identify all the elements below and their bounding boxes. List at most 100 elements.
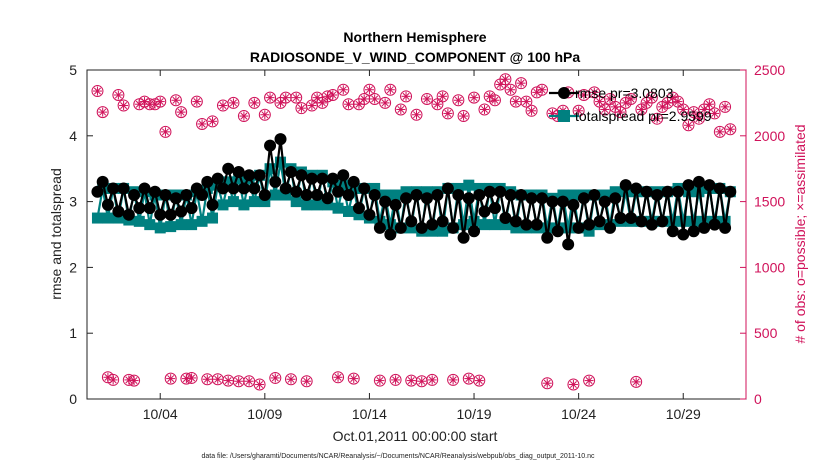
totalspread-point — [369, 182, 381, 194]
totalspread-point — [583, 225, 595, 237]
possible-obs-point — [264, 91, 277, 104]
possible-obs-point — [237, 110, 250, 123]
rmse-point — [556, 195, 569, 208]
possible-obs-point — [452, 94, 465, 107]
possible-obs-point — [373, 374, 386, 387]
rmse-point — [724, 185, 737, 198]
possible-obs-point — [645, 91, 658, 104]
totalspread-point — [91, 212, 103, 224]
assimilated-obs-point — [391, 375, 401, 385]
rmse-point — [143, 202, 156, 215]
possible-obs-point — [426, 373, 439, 386]
assimilated-obs-point — [197, 119, 207, 129]
rmse-point — [201, 175, 214, 188]
assimilated-obs-point — [469, 93, 479, 103]
totalspread-point — [468, 215, 480, 227]
assimilated-obs-point — [385, 85, 395, 95]
possible-obs-point — [724, 123, 737, 136]
chart-title: Northern Hemisphere — [343, 29, 486, 45]
assimilated-obs-point — [668, 93, 678, 103]
possible-obs-point — [525, 104, 538, 117]
totalspread-point — [348, 182, 360, 194]
assimilated-obs-point — [359, 94, 369, 104]
rmse-point — [515, 189, 528, 202]
totalspread-point — [510, 222, 522, 234]
possible-obs-point — [290, 91, 303, 104]
totalspread-point — [562, 222, 574, 234]
rmse-point — [661, 185, 674, 198]
totalspread-point — [97, 182, 109, 194]
totalspread-point — [677, 215, 689, 227]
assimilated-obs-point — [595, 97, 605, 107]
y-right-tick-label: 1500 — [754, 194, 785, 210]
rmse-point — [462, 192, 475, 205]
possible-obs-point — [232, 375, 245, 388]
assimilated-obs-point — [286, 374, 296, 384]
assimilated-obs-point — [704, 99, 714, 109]
totalspread-point — [343, 205, 355, 217]
assimilated-obs-point — [459, 111, 469, 121]
assimilated-obs-point — [626, 94, 636, 104]
x-tick-label: 10/24 — [561, 406, 596, 422]
assimilated-obs-point — [511, 97, 521, 107]
rmse-point — [536, 192, 549, 205]
totalspread-point — [405, 222, 417, 234]
possible-obs-point — [457, 110, 470, 123]
rmse-point — [488, 202, 501, 215]
assimilated-obs-point — [615, 107, 625, 117]
totalspread-point — [144, 219, 156, 231]
rmse-point — [363, 208, 376, 221]
assimilated-obs-point — [260, 110, 270, 120]
rmse-point — [635, 215, 648, 228]
assimilated-obs-point — [98, 107, 108, 117]
rmse-point — [494, 185, 507, 198]
rmse-point — [530, 218, 543, 231]
possible-obs-point — [692, 112, 705, 125]
assimilated-obs-point — [228, 98, 238, 108]
totalspread-point — [165, 221, 177, 233]
possible-obs-point — [300, 375, 313, 388]
possible-obs-point — [222, 374, 235, 387]
assimilated-obs-point — [647, 93, 657, 103]
totalspread-point — [175, 219, 187, 231]
rmse-point — [342, 189, 355, 202]
rmse-point — [169, 192, 182, 205]
possible-obs-point — [651, 112, 664, 125]
totalspread-point — [238, 199, 250, 211]
assimilated-obs-point — [176, 107, 186, 117]
rmse-point — [577, 192, 590, 205]
rmse-point — [264, 139, 277, 152]
possible-obs-point — [201, 373, 214, 386]
rmse-point — [185, 202, 198, 215]
rmse-point — [431, 189, 444, 202]
assimilated-obs-point — [574, 106, 584, 116]
possible-obs-point — [96, 106, 109, 119]
rmse-point — [232, 165, 245, 178]
assimilated-obs-point — [678, 104, 688, 114]
totalspread-point — [337, 179, 349, 191]
possible-obs-point — [520, 95, 533, 108]
y-tick-label: 2 — [69, 259, 77, 275]
rmse-point — [420, 192, 433, 205]
totalspread-point — [112, 212, 124, 224]
rmse-point — [562, 238, 575, 251]
totalspread-point — [133, 215, 145, 227]
assimilated-obs-point — [443, 108, 453, 118]
y-tick-label: 3 — [69, 194, 77, 210]
assimilated-obs-point — [652, 114, 662, 124]
y-right-tick-label: 1000 — [754, 259, 785, 275]
assimilated-obs-point — [317, 98, 327, 108]
chart-subtitle: RADIOSONDE_V_WIND_COMPONENT @ 100 hPa — [250, 49, 580, 65]
x-tick-label: 10/04 — [143, 406, 178, 422]
rmse-point — [243, 169, 256, 182]
possible-obs-point — [541, 377, 554, 390]
totalspread-point — [667, 215, 679, 227]
rmse-point — [651, 189, 664, 202]
possible-obs-point — [206, 115, 219, 128]
rmse-point — [645, 218, 658, 231]
assimilated-obs-point — [239, 111, 249, 121]
rmse-point — [483, 185, 496, 198]
totalspread-point — [212, 179, 224, 191]
assimilated-obs-point — [438, 91, 448, 101]
assimilated-obs-point — [694, 114, 704, 124]
